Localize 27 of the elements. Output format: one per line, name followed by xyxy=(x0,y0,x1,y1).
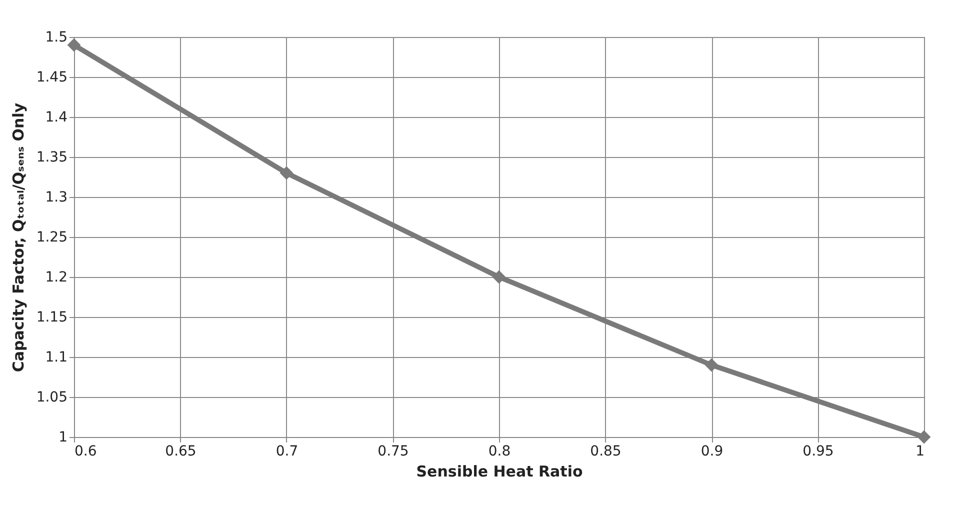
x-tick-label: 0.95 xyxy=(802,444,834,460)
y-tick-label: 1.5 xyxy=(45,30,68,46)
point xyxy=(917,430,931,444)
x-tick-label: 0.65 xyxy=(165,444,196,460)
y-tick-label: 1.3 xyxy=(45,190,68,206)
x-tick-label: 0.85 xyxy=(590,444,622,460)
x-tick-label: 1 xyxy=(916,444,924,460)
x-axis-title: Sensible Heat Ratio xyxy=(416,462,583,480)
x-tick-label: 0.9 xyxy=(700,444,724,460)
point xyxy=(704,358,718,372)
y-tick-label: 1.35 xyxy=(36,150,68,166)
y-tick-label: 1.45 xyxy=(36,70,68,86)
y-tick-label: 1.4 xyxy=(45,110,68,126)
y-tick-label: 1.25 xyxy=(36,230,68,246)
y-tick-label: 1.05 xyxy=(36,390,68,406)
y-tick-label: 1.15 xyxy=(36,310,68,326)
y-tick-label: 1 xyxy=(58,430,68,446)
x-tick-label: 0.8 xyxy=(488,444,511,460)
x-tick-label: 0.7 xyxy=(276,444,298,460)
point xyxy=(280,166,294,180)
y-tick-label: 1.2 xyxy=(45,270,68,286)
x-tick-label: 0.6 xyxy=(74,444,97,460)
y-axis-title: Capacity Factor, Qₜₒₜₐₗ/Qₛₑₙₛ Only xyxy=(9,102,28,372)
point xyxy=(492,270,506,284)
point xyxy=(67,38,81,52)
y-tick-label: 1.1 xyxy=(45,350,68,366)
x-tick-label: 0.75 xyxy=(378,444,409,460)
